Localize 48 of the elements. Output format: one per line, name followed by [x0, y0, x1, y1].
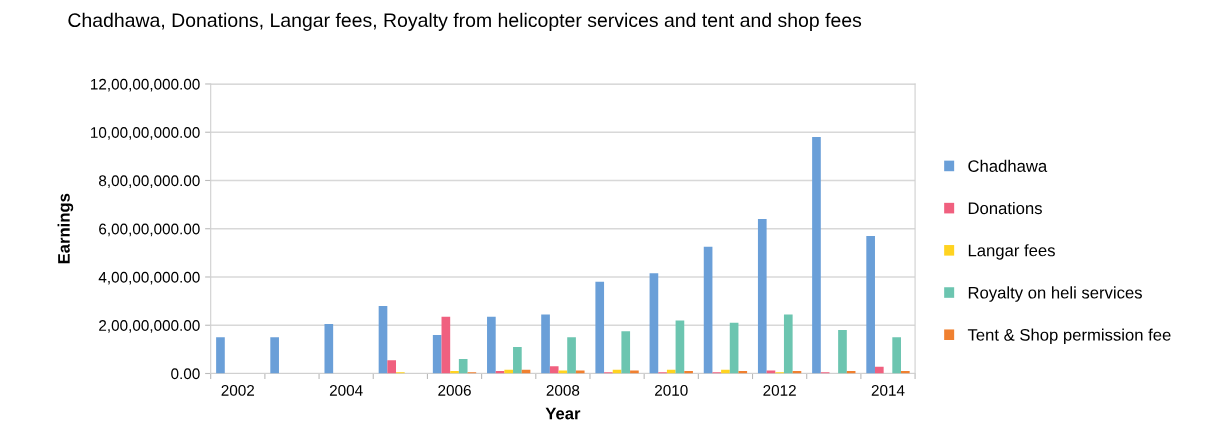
bar — [216, 337, 225, 374]
bar — [675, 320, 685, 374]
x-tick-label: 2010 — [655, 385, 688, 396]
x-tick-label: 2004 — [329, 385, 363, 396]
y-tick-label: 2,00,00,000.00 — [99, 320, 200, 333]
bar — [458, 359, 468, 374]
bar — [703, 246, 713, 374]
bar — [729, 322, 739, 374]
legend-label: Langar fees — [968, 244, 1055, 260]
legend-label: Chadhawa — [968, 159, 1048, 172]
y-tick-label: 8,00,00,000.00 — [99, 175, 200, 188]
x-tick-label: 2014 — [871, 385, 905, 396]
legend-label: Tent & Shop permission fee — [967, 328, 1171, 345]
bar — [649, 273, 659, 374]
bar — [513, 346, 522, 374]
y-axis-title: Earnings — [57, 193, 74, 264]
bar — [487, 316, 496, 374]
bar — [812, 137, 821, 374]
y-tick-label: 4,00,00,000.00 — [98, 271, 200, 285]
legend-label: Donations — [968, 201, 1042, 215]
bar — [387, 360, 396, 374]
bar — [874, 366, 884, 374]
x-tick-label: 2012 — [763, 385, 796, 396]
x-tick-label: 2008 — [546, 385, 580, 396]
bar — [324, 324, 334, 374]
bar — [783, 314, 793, 374]
x-tick-label: 2006 — [438, 385, 471, 396]
bar — [621, 331, 631, 374]
bar — [892, 337, 901, 374]
legend-label: Royalty on heli services — [968, 286, 1142, 302]
bar — [432, 334, 442, 374]
y-tick-label: 0.00 — [171, 368, 200, 380]
bar — [757, 219, 767, 374]
bar — [595, 281, 605, 374]
y-tick-label: 10,00,00,000.00 — [91, 127, 200, 140]
y-tick-label: 6,00,00,000.00 — [99, 223, 200, 237]
bar — [567, 337, 576, 374]
chart-title: Chadhawa, Donations, Langar fees, Royalty from helicopter services and tent and shop fees — [68, 12, 862, 31]
y-tick-label: 12,00,00,000.00 — [91, 78, 200, 92]
bar — [441, 316, 451, 374]
bar — [549, 366, 559, 374]
bar — [270, 337, 279, 374]
bar — [838, 330, 847, 374]
x-axis-title: Year — [545, 407, 581, 420]
bar — [866, 235, 875, 374]
x-tick-label: 2002 — [221, 385, 255, 396]
bar — [541, 314, 550, 374]
bar — [378, 305, 388, 374]
